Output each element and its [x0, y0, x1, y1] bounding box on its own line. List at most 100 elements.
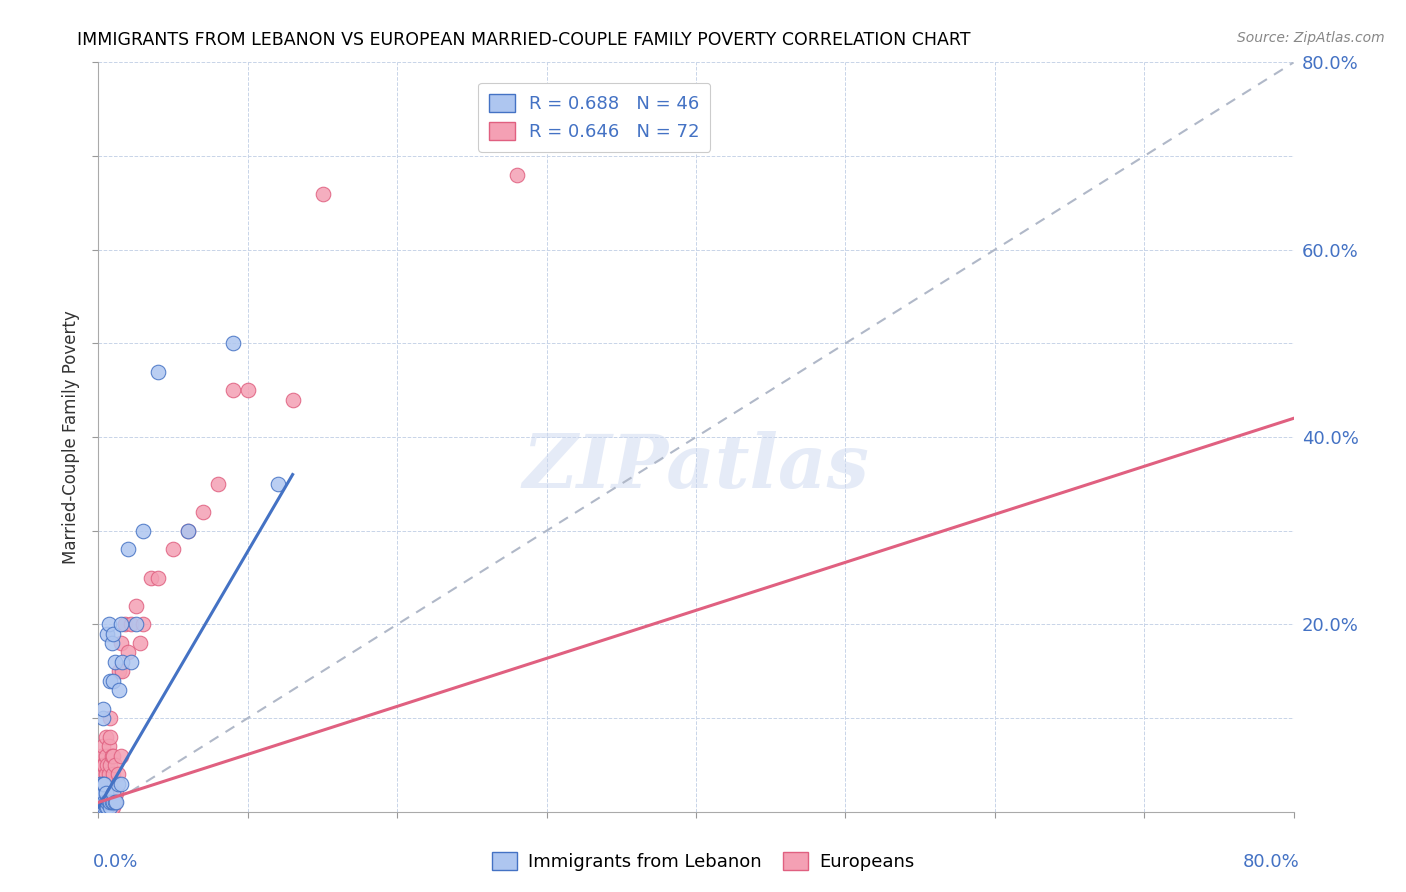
Point — [101, 748, 124, 763]
Point — [94, 800, 117, 814]
Point — [177, 524, 200, 538]
Point — [94, 786, 117, 800]
Point — [311, 186, 333, 201]
Point — [96, 758, 118, 772]
Legend: Immigrants from Lebanon, Europeans: Immigrants from Lebanon, Europeans — [485, 845, 921, 879]
Point — [96, 800, 118, 814]
Point — [96, 796, 118, 810]
Point — [110, 748, 132, 763]
Point — [98, 800, 122, 814]
Text: IMMIGRANTS FROM LEBANON VS EUROPEAN MARRIED-COUPLE FAMILY POVERTY CORRELATION CH: IMMIGRANTS FROM LEBANON VS EUROPEAN MARR… — [77, 31, 970, 49]
Point — [105, 786, 128, 800]
Point — [117, 646, 139, 660]
Point — [111, 664, 134, 679]
Point — [94, 796, 117, 810]
Point — [105, 796, 128, 810]
Point — [98, 796, 122, 810]
Point — [125, 617, 148, 632]
Point — [107, 776, 129, 791]
Point — [91, 701, 114, 715]
Point — [110, 776, 132, 791]
Y-axis label: Married-Couple Family Poverty: Married-Couple Family Poverty — [62, 310, 80, 564]
Point — [148, 571, 170, 585]
Point — [89, 786, 111, 800]
Point — [101, 800, 124, 814]
Point — [103, 800, 125, 814]
Point — [89, 796, 111, 810]
Text: 80.0%: 80.0% — [1243, 853, 1299, 871]
Point — [98, 673, 122, 688]
Point — [91, 796, 114, 810]
Point — [94, 730, 117, 744]
Point — [103, 767, 125, 781]
Point — [90, 800, 112, 814]
Point — [97, 617, 120, 632]
Point — [96, 626, 118, 640]
Point — [108, 664, 131, 679]
Point — [132, 617, 155, 632]
Point — [89, 758, 111, 772]
Point — [90, 796, 112, 810]
Point — [94, 748, 117, 763]
Point — [91, 800, 114, 814]
Point — [162, 542, 184, 557]
Point — [103, 796, 125, 810]
Point — [90, 796, 112, 810]
Text: Source: ZipAtlas.com: Source: ZipAtlas.com — [1237, 31, 1385, 45]
Point — [97, 767, 120, 781]
Point — [177, 524, 200, 538]
Point — [90, 748, 112, 763]
Point — [94, 767, 117, 781]
Point — [90, 786, 112, 800]
Point — [281, 392, 304, 407]
Point — [91, 796, 114, 810]
Point — [98, 730, 122, 744]
Point — [148, 365, 170, 379]
Point — [132, 524, 155, 538]
Legend: R = 0.688   N = 46, R = 0.646   N = 72: R = 0.688 N = 46, R = 0.646 N = 72 — [478, 83, 710, 153]
Point — [107, 767, 129, 781]
Point — [91, 776, 114, 791]
Point — [96, 776, 118, 791]
Point — [93, 776, 115, 791]
Point — [91, 739, 114, 753]
Point — [222, 384, 245, 398]
Point — [120, 655, 142, 669]
Point — [101, 796, 124, 810]
Point — [191, 505, 214, 519]
Point — [129, 636, 152, 650]
Point — [97, 800, 120, 814]
Point — [91, 758, 114, 772]
Point — [90, 776, 112, 791]
Point — [108, 683, 131, 698]
Point — [96, 800, 118, 814]
Point — [89, 776, 111, 791]
Point — [94, 800, 117, 814]
Point — [91, 786, 114, 800]
Point — [103, 786, 125, 800]
Point — [93, 800, 115, 814]
Point — [236, 384, 259, 398]
Point — [103, 673, 125, 688]
Point — [125, 599, 148, 613]
Text: 0.0%: 0.0% — [93, 853, 138, 871]
Point — [98, 800, 122, 814]
Point — [97, 739, 120, 753]
Point — [98, 758, 122, 772]
Point — [139, 571, 162, 585]
Point — [101, 636, 124, 650]
Point — [96, 796, 118, 810]
Point — [93, 758, 115, 772]
Point — [103, 748, 125, 763]
Point — [93, 796, 115, 810]
Point — [91, 786, 114, 800]
Point — [93, 800, 115, 814]
Point — [90, 767, 112, 781]
Point — [94, 786, 117, 800]
Point — [207, 476, 229, 491]
Point — [104, 655, 127, 669]
Point — [506, 168, 529, 182]
Point — [104, 796, 127, 810]
Text: ZIPatlas: ZIPatlas — [523, 431, 869, 503]
Point — [117, 542, 139, 557]
